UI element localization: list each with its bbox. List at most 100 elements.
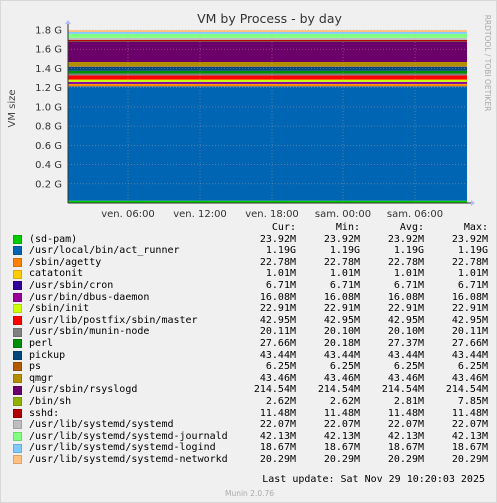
x-axis-arrow — [471, 200, 475, 206]
legend-value-cur: 22.91M — [259, 303, 296, 315]
legend-value-max: 42.95M — [451, 314, 488, 326]
legend-value-avg: 27.37M — [387, 337, 424, 349]
legend-value-min: 214.54M — [317, 384, 360, 396]
legend-swatch — [13, 234, 22, 244]
legend-value-min: 20.18M — [323, 337, 360, 349]
legend-row: perl 27.66M 20.18M 27.37M 27.66M — [13, 338, 491, 350]
legend-value-cur: 1.19G — [265, 245, 296, 257]
legend-value-min: 2.62M — [329, 395, 360, 407]
legend-row: /usr/lib/systemd/systemd 22.07M 22.07M 22.0… — [13, 419, 491, 431]
legend-value-avg: 20.10M — [387, 326, 424, 338]
legend-value-avg: 16.08M — [387, 291, 424, 303]
legend-value-avg: 1.19G — [393, 245, 424, 257]
area-band-10 — [68, 66, 467, 71]
legend-value-avg: 1.01M — [393, 268, 424, 280]
legend-value-max: 6.25M — [457, 361, 488, 373]
area-band-11 — [68, 66, 467, 67]
legend-series-name: /usr/sbin/cron — [29, 279, 114, 291]
area-band-1 — [68, 86, 467, 201]
legend-value-min: 22.91M — [323, 303, 360, 315]
legend-value-cur: 20.11M — [259, 326, 296, 338]
area-band-4 — [68, 83, 467, 85]
x-tick-label: sam. 06:00 — [387, 209, 443, 220]
area-band-16 — [68, 37, 467, 40]
legend-value-max: 42.13M — [451, 430, 488, 442]
legend-series-name: catatonit — [29, 268, 84, 280]
last-update-text: Last update: Sat Nov 29 10:20:03 2025 — [262, 474, 485, 485]
legend-row: /usr/sbin/cron 6.71M 6.71M 6.71M 6.71M — [13, 280, 491, 292]
legend-value-avg: 42.95M — [387, 314, 424, 326]
legend-value-max: 22.91M — [451, 303, 488, 315]
legend-swatch — [13, 443, 22, 453]
legend-value-min: 43.44M — [323, 349, 360, 361]
legend-value-min: 42.95M — [323, 314, 360, 326]
y-tick-label: 1.0 G — [35, 102, 62, 113]
legend-value-cur: 22.78M — [259, 256, 296, 268]
legend-series-name: /usr/lib/systemd/systemd-journald — [29, 430, 228, 442]
legend-value-avg: 11.48M — [387, 407, 424, 419]
y-tick-label: 1.8 G — [35, 26, 62, 37]
legend-value-min: 6.71M — [329, 279, 360, 291]
vm-chart: 0.2 G 0.4 G 0.6 G 0.8 G 1.0 G 1.2 G 1.4 G 1.6 G… — [7, 11, 492, 220]
legend-swatch — [13, 258, 22, 268]
legend-swatch — [13, 269, 22, 279]
legend-value-cur: 22.07M — [259, 419, 296, 431]
legend-value-cur: 27.66M — [259, 337, 296, 349]
legend-value-cur: 20.29M — [259, 453, 296, 465]
legend-value-cur: 43.44M — [259, 349, 296, 361]
y-tick-label: 0.8 G — [35, 122, 62, 133]
legend-swatch — [13, 292, 22, 302]
legend-series-name: qmgr — [29, 372, 54, 384]
legend-value-cur: 42.13M — [259, 430, 296, 442]
legend-value-min: 18.67M — [323, 442, 360, 454]
legend-series-name: /bin/sh — [29, 395, 72, 407]
legend-swatch — [13, 374, 22, 384]
legend-series-name: /sbin/agetty — [29, 256, 102, 268]
legend-value-min: 23.92M — [323, 233, 360, 245]
column-header-cur: Cur: — [271, 222, 296, 233]
legend-series-name: perl — [29, 337, 54, 349]
legend-row: catatonit 1.01M 1.01M 1.01M 1.01M — [13, 268, 491, 280]
area-band-15 — [68, 39, 467, 42]
legend-header-row: Cur: Min: Avg: Max: — [13, 222, 491, 234]
legend-row: pickup 43.44M 43.44M 43.44M 43.44M — [13, 350, 491, 362]
legend-value-cur: 18.67M — [259, 442, 296, 454]
legend-value-max: 7.85M — [457, 395, 488, 407]
legend-row: /usr/local/bin/act_runner 1.19G 1.19G 1.19G… — [13, 245, 491, 257]
legend-swatch — [13, 397, 22, 407]
legend-row: qmgr 43.46M 43.46M 43.46M 43.46M — [13, 373, 491, 385]
legend-value-avg: 6.25M — [393, 361, 424, 373]
legend-row: ps 6.25M 6.25M 6.25M 6.25M — [13, 361, 491, 373]
legend-row: /usr/bin/dbus-daemon 16.08M 16.08M 16.08M 16… — [13, 292, 491, 304]
legend-value-max: 43.46M — [451, 372, 488, 384]
legend-series-name: /usr/lib/systemd/systemd — [29, 419, 174, 431]
legend-value-avg: 6.71M — [393, 279, 424, 291]
legend-value-avg: 20.29M — [387, 453, 424, 465]
legend-swatch — [13, 304, 22, 314]
y-axis-label: VM size — [7, 89, 18, 127]
y-tick-label: 0.4 G — [35, 160, 62, 171]
legend-value-max: 20.11M — [451, 326, 488, 338]
legend-row: sshd: 11.48M 11.48M 11.48M 11.48M — [13, 408, 491, 420]
legend-value-max: 16.08M — [451, 291, 488, 303]
area-band-2 — [68, 84, 467, 87]
legend-value-max: 23.92M — [451, 233, 488, 245]
legend-value-min: 20.29M — [323, 453, 360, 465]
legend-value-avg: 43.44M — [387, 349, 424, 361]
legend-series-name: (sd-pam) — [29, 233, 78, 245]
legend-swatch — [13, 408, 22, 418]
legend-series-name: pickup — [29, 349, 66, 361]
legend-swatch — [13, 281, 22, 291]
legend-row: /usr/sbin/munin-node 20.11M 20.10M 20.10M 20… — [13, 326, 491, 338]
legend-value-min: 1.19G — [329, 245, 360, 257]
legend-value-cur: 42.95M — [259, 314, 296, 326]
area-band-12 — [68, 62, 467, 67]
legend-row: /bin/sh 2.62M 2.62M 2.81M 7.85M — [13, 396, 491, 408]
legend-table: Cur: Min: Avg: Max: (sd-pam) 23.92M 23.92M… — [13, 222, 491, 465]
legend-series-name: /usr/lib/postfix/sbin/master — [29, 314, 198, 326]
column-header-max: Max: — [463, 222, 488, 233]
legend-value-cur: 23.92M — [259, 233, 296, 245]
legend-series-name: /sbin/init — [29, 303, 90, 315]
y-tick-label: 0.2 G — [35, 179, 62, 190]
